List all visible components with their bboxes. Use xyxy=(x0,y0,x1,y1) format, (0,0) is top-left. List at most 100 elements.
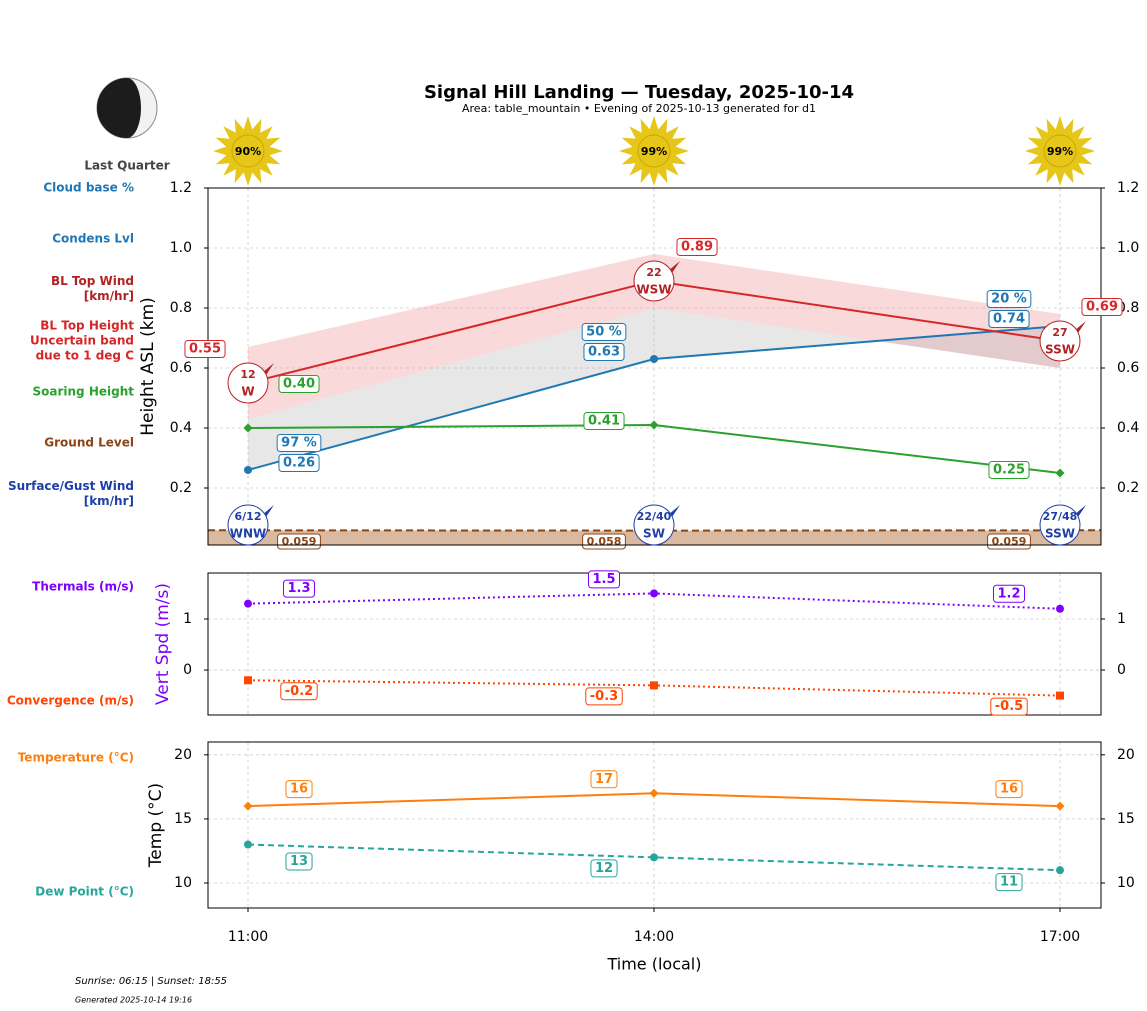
value-label: 0.69 xyxy=(1086,300,1118,315)
wind-direction: SSW xyxy=(1045,527,1075,541)
marker xyxy=(649,788,659,798)
value-label: 0.059 xyxy=(992,535,1027,548)
y-tick-label: 15 xyxy=(1117,811,1135,827)
wind-speed: 27 xyxy=(1052,326,1067,339)
series-label: BL Top Wind [km/hr] xyxy=(50,274,134,303)
y-tick-label: 0.8 xyxy=(170,300,192,316)
value-label: 97 % xyxy=(281,436,317,451)
value-label: 12 xyxy=(595,861,613,876)
value-label: 16 xyxy=(1000,782,1018,797)
marker xyxy=(650,589,658,598)
value-label: 0.058 xyxy=(587,535,622,548)
label-box xyxy=(590,859,618,878)
series-line xyxy=(247,843,1061,872)
plot-frame xyxy=(207,741,1102,909)
wind-circle xyxy=(633,504,675,546)
y-tick-label: 0 xyxy=(1117,662,1126,678)
y-tick-label: 0 xyxy=(183,662,192,678)
marker xyxy=(243,423,253,433)
value-label: 17 xyxy=(595,772,613,787)
marker xyxy=(1055,801,1065,811)
sun xyxy=(637,134,671,168)
generated: Generated 2025-10-14 19:16 xyxy=(75,996,192,1005)
series-label: Cloud base % xyxy=(43,180,134,195)
value-label: 13 xyxy=(290,854,308,869)
wind-direction: WSW xyxy=(636,283,671,297)
label-box xyxy=(988,310,1030,328)
label-box xyxy=(581,323,627,341)
value-label: 0.25 xyxy=(993,463,1025,478)
label-box xyxy=(590,770,618,789)
wind-circle xyxy=(1039,320,1081,362)
moon-shadow xyxy=(97,78,141,138)
y-tick-label: 1.0 xyxy=(1117,240,1139,256)
value-label: 0.059 xyxy=(282,535,317,548)
sun xyxy=(231,134,265,168)
series-label: Ground Level xyxy=(44,435,134,450)
y-tick-label: 20 xyxy=(174,747,192,763)
marker xyxy=(244,676,252,685)
marker xyxy=(244,466,252,474)
value-label: 0.89 xyxy=(681,240,713,255)
value-label: 1.5 xyxy=(592,572,615,587)
uncertainty-band xyxy=(248,254,1060,419)
subtitle: Area: table_mountain • Evening of 2025-1… xyxy=(462,102,816,115)
x-tick-label: 11:00 xyxy=(228,929,268,945)
marker xyxy=(650,355,658,363)
series-label: Soaring Height xyxy=(32,384,135,399)
plot-frame xyxy=(207,572,1102,716)
value-label: 20 % xyxy=(991,292,1027,307)
y-tick-label: 0.8 xyxy=(1117,300,1139,316)
label-box xyxy=(583,412,625,430)
series-label: Dew Point (°C) xyxy=(35,884,134,899)
wind-speed: 6/12 xyxy=(235,510,262,523)
label-box xyxy=(278,375,320,393)
y-tick-label: 0.6 xyxy=(1117,360,1139,376)
value-label: 0.40 xyxy=(283,377,315,392)
wind-direction: SW xyxy=(643,527,665,541)
wind-circle xyxy=(1039,504,1081,546)
value-label: 1.2 xyxy=(997,586,1020,601)
y-tick-label: 20 xyxy=(1117,747,1135,763)
wind-speed: 27/48 xyxy=(1043,510,1078,523)
x-tick-label: 17:00 xyxy=(1040,929,1080,945)
value-label: 16 xyxy=(290,782,308,797)
marker xyxy=(650,681,658,690)
wind-direction: WNW xyxy=(230,527,267,541)
y-tick-label: 0.4 xyxy=(170,420,192,436)
marker xyxy=(1056,604,1064,613)
label-box xyxy=(587,570,621,589)
y-tick-label: 1.0 xyxy=(170,240,192,256)
value-label: 0.63 xyxy=(588,345,620,360)
marker xyxy=(650,853,658,862)
y-axis-label: Temp (°C) xyxy=(146,783,166,868)
y-tick-label: 1.2 xyxy=(1117,180,1139,196)
y-tick-label: 0.6 xyxy=(170,360,192,376)
marker xyxy=(1055,468,1065,478)
sun xyxy=(1043,134,1077,168)
value-label: 0.55 xyxy=(189,342,221,357)
series-label: BL Top Height Uncertain band due to 1 de… xyxy=(30,318,134,363)
sun-label: 90% xyxy=(235,145,261,158)
label-box xyxy=(995,873,1023,892)
label-box xyxy=(282,579,316,598)
label-box xyxy=(992,584,1026,603)
label-box xyxy=(1081,298,1123,316)
marker xyxy=(244,599,252,608)
label-box xyxy=(986,290,1032,308)
y-tick-label: 1 xyxy=(1117,611,1126,627)
label-box xyxy=(988,461,1030,479)
wind-direction: SSW xyxy=(1045,343,1075,357)
label-box xyxy=(585,687,623,706)
y-tick-label: 0.2 xyxy=(1117,480,1139,496)
label-box xyxy=(278,454,320,472)
y-tick-label: 10 xyxy=(174,875,192,891)
sun-label: 99% xyxy=(1047,145,1073,158)
moon-phase: Last Quarter xyxy=(84,159,169,173)
x-axis-label: Time (local) xyxy=(606,955,701,974)
marker xyxy=(243,801,253,811)
y-tick-label: 0.2 xyxy=(170,480,192,496)
wind-speed: 22/40 xyxy=(637,510,672,523)
